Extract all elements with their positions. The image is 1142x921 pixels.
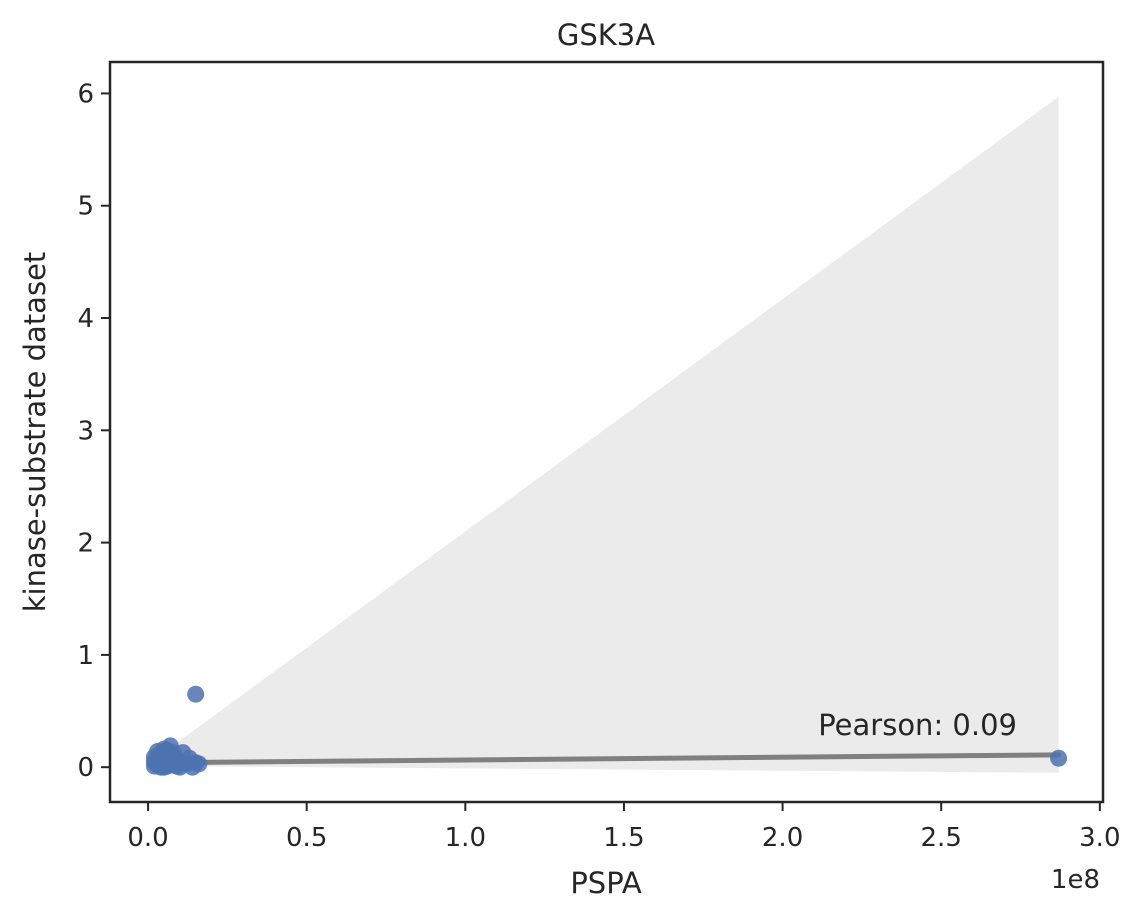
data-point (1050, 749, 1068, 767)
y-ticks: 0 1 2 3 4 5 6 (77, 79, 110, 783)
data-point (171, 758, 189, 776)
x-tick-label: 0.5 (286, 823, 327, 853)
x-ticks: 0.0 0.5 1.0 1.5 2.0 2.5 3.0 (127, 802, 1121, 853)
y-tick-label: 5 (77, 192, 94, 222)
data-point (187, 685, 205, 703)
x-tick-label: 0.0 (127, 823, 168, 853)
x-tick-label: 1.5 (603, 823, 644, 853)
x-axis-label: PSPA (570, 866, 642, 900)
regression-line (151, 752, 1062, 766)
x-tick-label: 2.5 (921, 823, 962, 853)
points-layer (145, 685, 1068, 776)
confidence-band (154, 96, 1059, 773)
y-tick-label: 4 (77, 304, 94, 334)
chart-title: GSK3A (557, 18, 655, 52)
confidence-band-layer (154, 96, 1059, 773)
y-axis-label: kinase-substrate dataset (18, 252, 52, 613)
y-tick-label: 1 (77, 641, 94, 671)
data-point (145, 748, 163, 766)
plot-frame (108, 60, 1105, 804)
y-tick-label: 3 (77, 416, 94, 446)
y-tick-label: 0 (77, 753, 94, 783)
x-tick-label: 3.0 (1079, 823, 1120, 853)
x-axis-offset-label: 1e8 (1051, 865, 1100, 895)
data-point (190, 755, 208, 773)
y-tick-label: 6 (77, 79, 94, 109)
x-tick-label: 2.0 (762, 823, 803, 853)
x-tick-label: 1.0 (445, 823, 486, 853)
y-tick-label: 2 (77, 529, 94, 559)
pearson-annotation: Pearson: 0.09 (818, 708, 1017, 742)
regression-line-layer (151, 752, 1062, 766)
